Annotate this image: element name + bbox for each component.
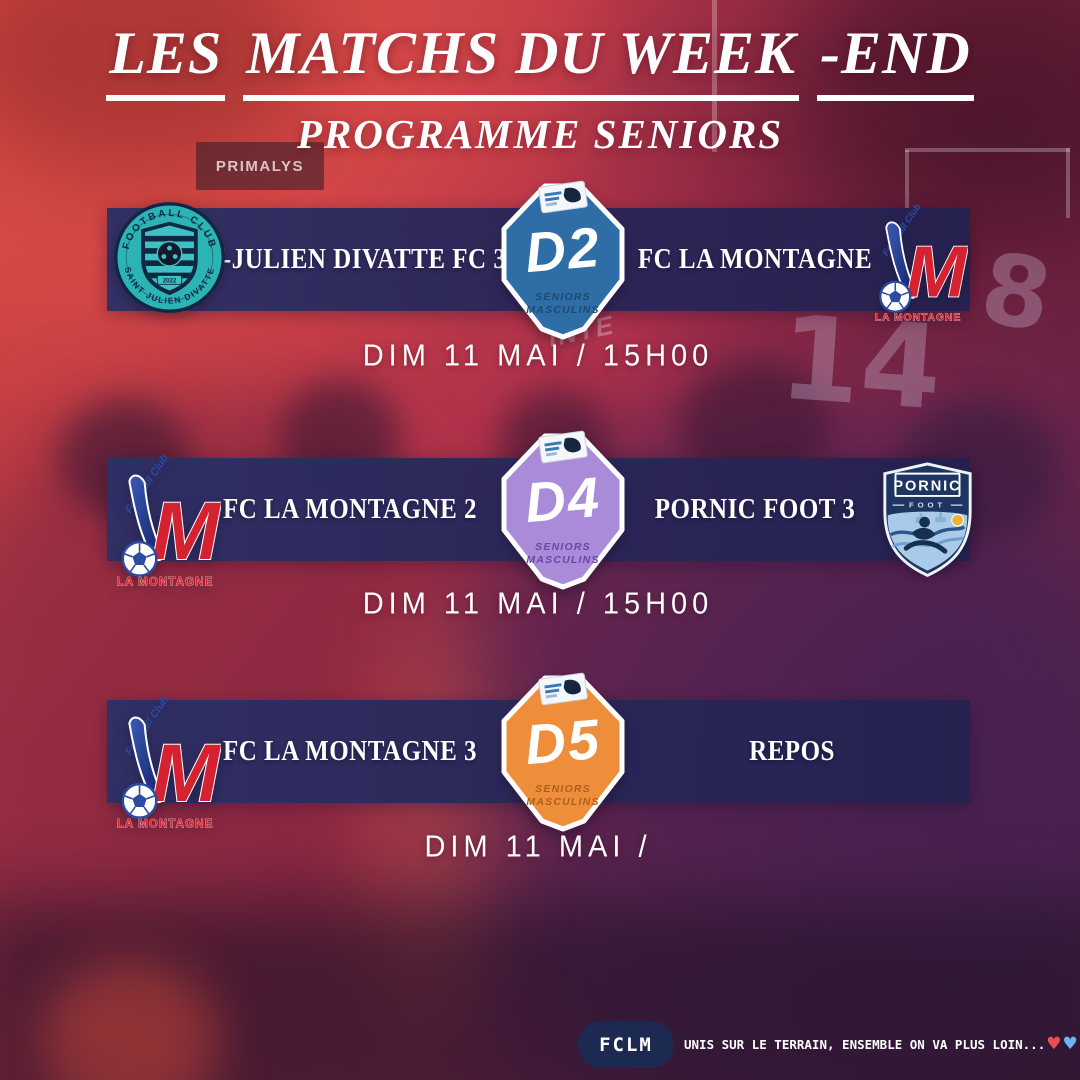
home-team-name: ST-JULIEN DIVATTE FC 3 xyxy=(194,208,506,311)
pornic-name-label: PORNIC xyxy=(893,479,961,495)
match-3-datetime: DIM 11 MAI / xyxy=(424,830,652,864)
ad-board-primalys: PRIMALYS xyxy=(196,142,324,190)
fc-la-montagne-logo: Football Club M LA MONTAGNE xyxy=(109,455,221,589)
away-team-name: REPOS xyxy=(627,700,957,803)
division-label: D2 xyxy=(523,215,604,284)
fclm-monogram-m: M xyxy=(152,486,221,577)
match-card-2: Football Club M LA MONTAGNE FC LA MONTAG… xyxy=(107,430,972,590)
match-1-datetime: DIM 11 MAI / 15H00 xyxy=(362,339,714,373)
slogan-text: UNIS SUR LE TERRAIN, ENSEMBLE ON VA PLUS… xyxy=(684,1037,1046,1052)
badge-shape xyxy=(501,433,625,590)
fc-la-montagne-logo: Football Club M LA MONTAGNE xyxy=(868,204,968,324)
footer-slogan: UNIS SUR LE TERRAIN, ENSEMBLE ON VA PLUS… xyxy=(684,1021,1078,1068)
fclm-monogram-m: M xyxy=(152,728,221,819)
fclm-monogram-m: M xyxy=(906,232,968,313)
background-pole xyxy=(712,0,717,152)
blue-heart-icon: ♥ xyxy=(1062,1034,1078,1054)
goal-post xyxy=(905,150,909,208)
poster-header: LES MATCHS DU WEEK -END PROGRAMME SENIORS xyxy=(0,20,1080,158)
division-label: D5 xyxy=(523,707,604,776)
player-figure xyxy=(919,516,930,528)
division-badge-d4: D4 SENIORS MASCULINS xyxy=(498,430,628,592)
category-line-2: MASCULINS xyxy=(526,554,599,566)
fclm-wordmark: LA MONTAGNE xyxy=(117,817,214,830)
fclm-wordmark: LA MONTAGNE xyxy=(875,312,962,323)
district-league-logo xyxy=(538,672,588,706)
category-line-1: SENIORS xyxy=(535,541,591,553)
club-tag-pill: FCLM xyxy=(578,1021,674,1068)
division-badge-d2: D2 SENIORS MASCULINS xyxy=(498,180,628,342)
home-team-label: ST-JULIEN DIVATTE FC 3 xyxy=(193,243,507,275)
red-heart-icon: ♥ xyxy=(1046,1034,1062,1054)
fclm-monogram-l xyxy=(128,716,164,804)
title-segment-2: MATCHS DU WEEK xyxy=(243,20,800,101)
poster-subtitle: PROGRAMME SENIORS xyxy=(296,111,784,157)
title-segment-3: -END xyxy=(817,20,974,101)
match-card-1: FOOTBALL CLUB SAINT JULIEN DIVATTE 2022 … xyxy=(107,180,970,340)
match-2-datetime: DIM 11 MAI / 15H00 xyxy=(362,587,714,621)
st-julien-year-label: 2022 xyxy=(163,277,177,284)
away-team-name: PORNIC FOOT 3 xyxy=(627,458,883,561)
home-team-name: FC LA MONTAGNE 3 xyxy=(212,700,488,803)
away-team-name: FC LA MONTAGNE xyxy=(627,208,883,311)
home-team-name: FC LA MONTAGNE 2 xyxy=(212,458,488,561)
st-julien-divatte-logo: FOOTBALL CLUB SAINT JULIEN DIVATTE 2022 xyxy=(113,201,226,314)
category-line-2: MASCULINS xyxy=(526,304,599,316)
fclm-wordmark: LA MONTAGNE xyxy=(117,575,214,588)
badge-shape xyxy=(501,183,625,340)
fclm-monogram-l xyxy=(128,474,164,562)
match-card-3: Football Club M LA MONTAGNE FC LA MONTAG… xyxy=(107,672,970,832)
home-team-label: FC LA MONTAGNE 3 xyxy=(222,735,478,767)
goal-crossbar xyxy=(905,148,1070,152)
away-team-label: REPOS xyxy=(749,735,835,767)
category-line-1: SENIORS xyxy=(535,783,591,795)
away-team-label: PORNIC FOOT 3 xyxy=(654,493,856,525)
poster-title: LES MATCHS DU WEEK -END xyxy=(0,20,1080,101)
division-label: D4 xyxy=(523,465,604,534)
category-line-1: SENIORS xyxy=(535,291,591,303)
kneeling-player-red xyxy=(40,960,220,1080)
soccer-ball-icon xyxy=(951,513,964,527)
goal-post xyxy=(1066,148,1070,218)
pornic-foot-logo: PORNIC FOOT xyxy=(879,461,976,579)
pornic-sub-label: FOOT xyxy=(909,501,946,510)
category-line-2: MASCULINS xyxy=(526,796,599,808)
bottom-shadow xyxy=(0,900,1080,1080)
fclm-monogram-l xyxy=(885,221,917,299)
badge-shape xyxy=(501,675,625,832)
division-badge-d5: D5 SENIORS MASCULINS xyxy=(498,672,628,834)
away-team-label: FC LA MONTAGNE xyxy=(637,243,873,275)
title-segment-1: LES xyxy=(106,20,226,101)
soccer-ball-icon xyxy=(156,240,183,267)
district-league-logo xyxy=(538,180,588,214)
district-league-logo xyxy=(538,430,588,464)
home-team-label: FC LA MONTAGNE 2 xyxy=(222,493,478,525)
fc-la-montagne-logo: Football Club M LA MONTAGNE xyxy=(109,697,221,831)
